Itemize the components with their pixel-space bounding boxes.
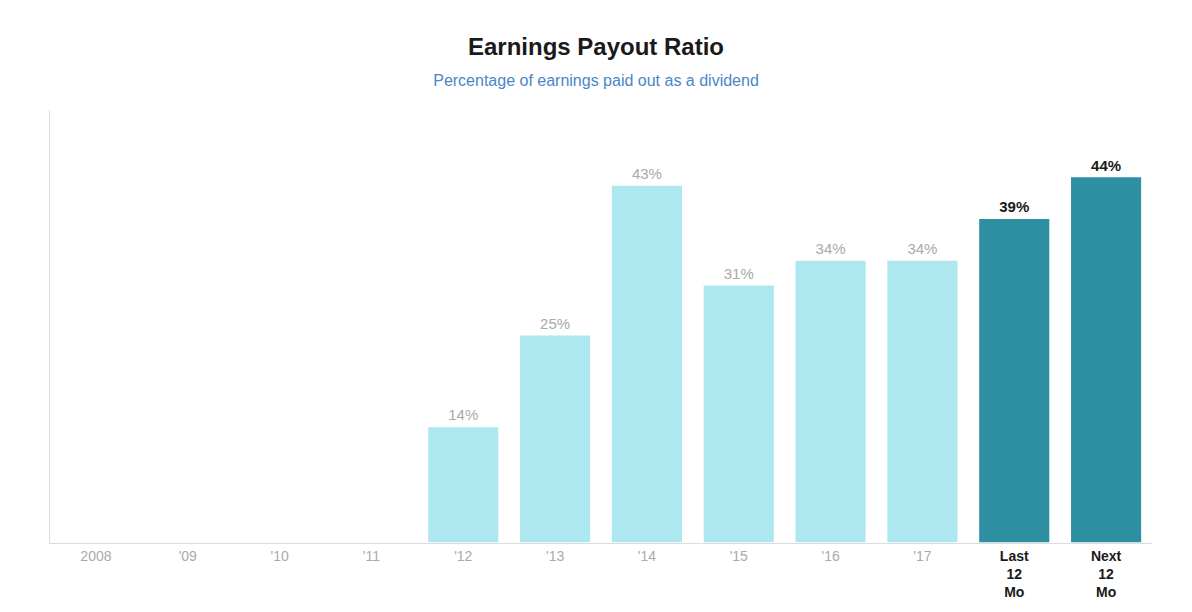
- svg-text:'10: '10: [270, 548, 288, 564]
- svg-text:'09: '09: [179, 548, 197, 564]
- svg-text:Percentage of earnings paid ou: Percentage of earnings paid out as a div…: [433, 72, 759, 89]
- svg-text:39%: 39%: [999, 198, 1029, 215]
- svg-text:'11: '11: [363, 548, 380, 564]
- svg-text:25%: 25%: [540, 315, 570, 332]
- svg-text:'15: '15: [730, 548, 748, 564]
- svg-text:34%: 34%: [816, 240, 846, 257]
- svg-text:'14: '14: [638, 548, 656, 564]
- svg-text:'16: '16: [821, 548, 839, 564]
- svg-text:34%: 34%: [907, 240, 937, 257]
- svg-text:'12: '12: [454, 548, 472, 564]
- svg-text:Next12Mo: Next12Mo: [1091, 548, 1122, 600]
- svg-text:2008: 2008: [80, 548, 111, 564]
- svg-text:44%: 44%: [1091, 157, 1121, 174]
- svg-text:14%: 14%: [448, 406, 478, 423]
- svg-text:31%: 31%: [724, 265, 754, 282]
- svg-text:'13: '13: [546, 548, 564, 564]
- svg-text:43%: 43%: [632, 165, 662, 182]
- svg-text:'17: '17: [913, 548, 931, 564]
- svg-text:Earnings Payout Ratio: Earnings Payout Ratio: [468, 33, 724, 60]
- svg-text:Last12Mo: Last12Mo: [1000, 548, 1029, 600]
